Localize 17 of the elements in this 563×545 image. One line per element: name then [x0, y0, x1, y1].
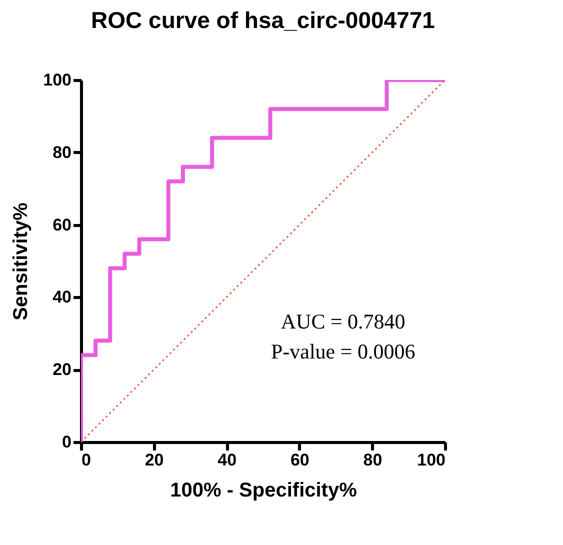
chart-title: ROC curve of hsa_circ-0004771 — [91, 7, 436, 33]
x-tick-label: 60 — [290, 450, 310, 470]
y-tick-label: 100 — [43, 70, 72, 90]
x-tick-label: 0 — [82, 450, 91, 470]
y-tick-label: 0 — [62, 432, 72, 452]
y-axis-title: Sensitivity% — [10, 202, 32, 320]
annotation: AUC = 0.7840 — [280, 310, 406, 334]
annotation: P-value = 0.0006 — [270, 340, 416, 364]
x-axis-title: 100% - Specificity% — [170, 480, 358, 502]
y-tick-label: 80 — [52, 142, 72, 162]
x-tick-label: 40 — [218, 450, 237, 470]
y-tick-label: 20 — [52, 360, 72, 380]
x-tick-label: 100 — [417, 450, 446, 470]
x-tick-label: 80 — [363, 450, 382, 470]
x-tick-label: 20 — [144, 450, 164, 470]
y-tick-label: 40 — [52, 288, 72, 307]
y-tick-label: 60 — [52, 215, 72, 234]
